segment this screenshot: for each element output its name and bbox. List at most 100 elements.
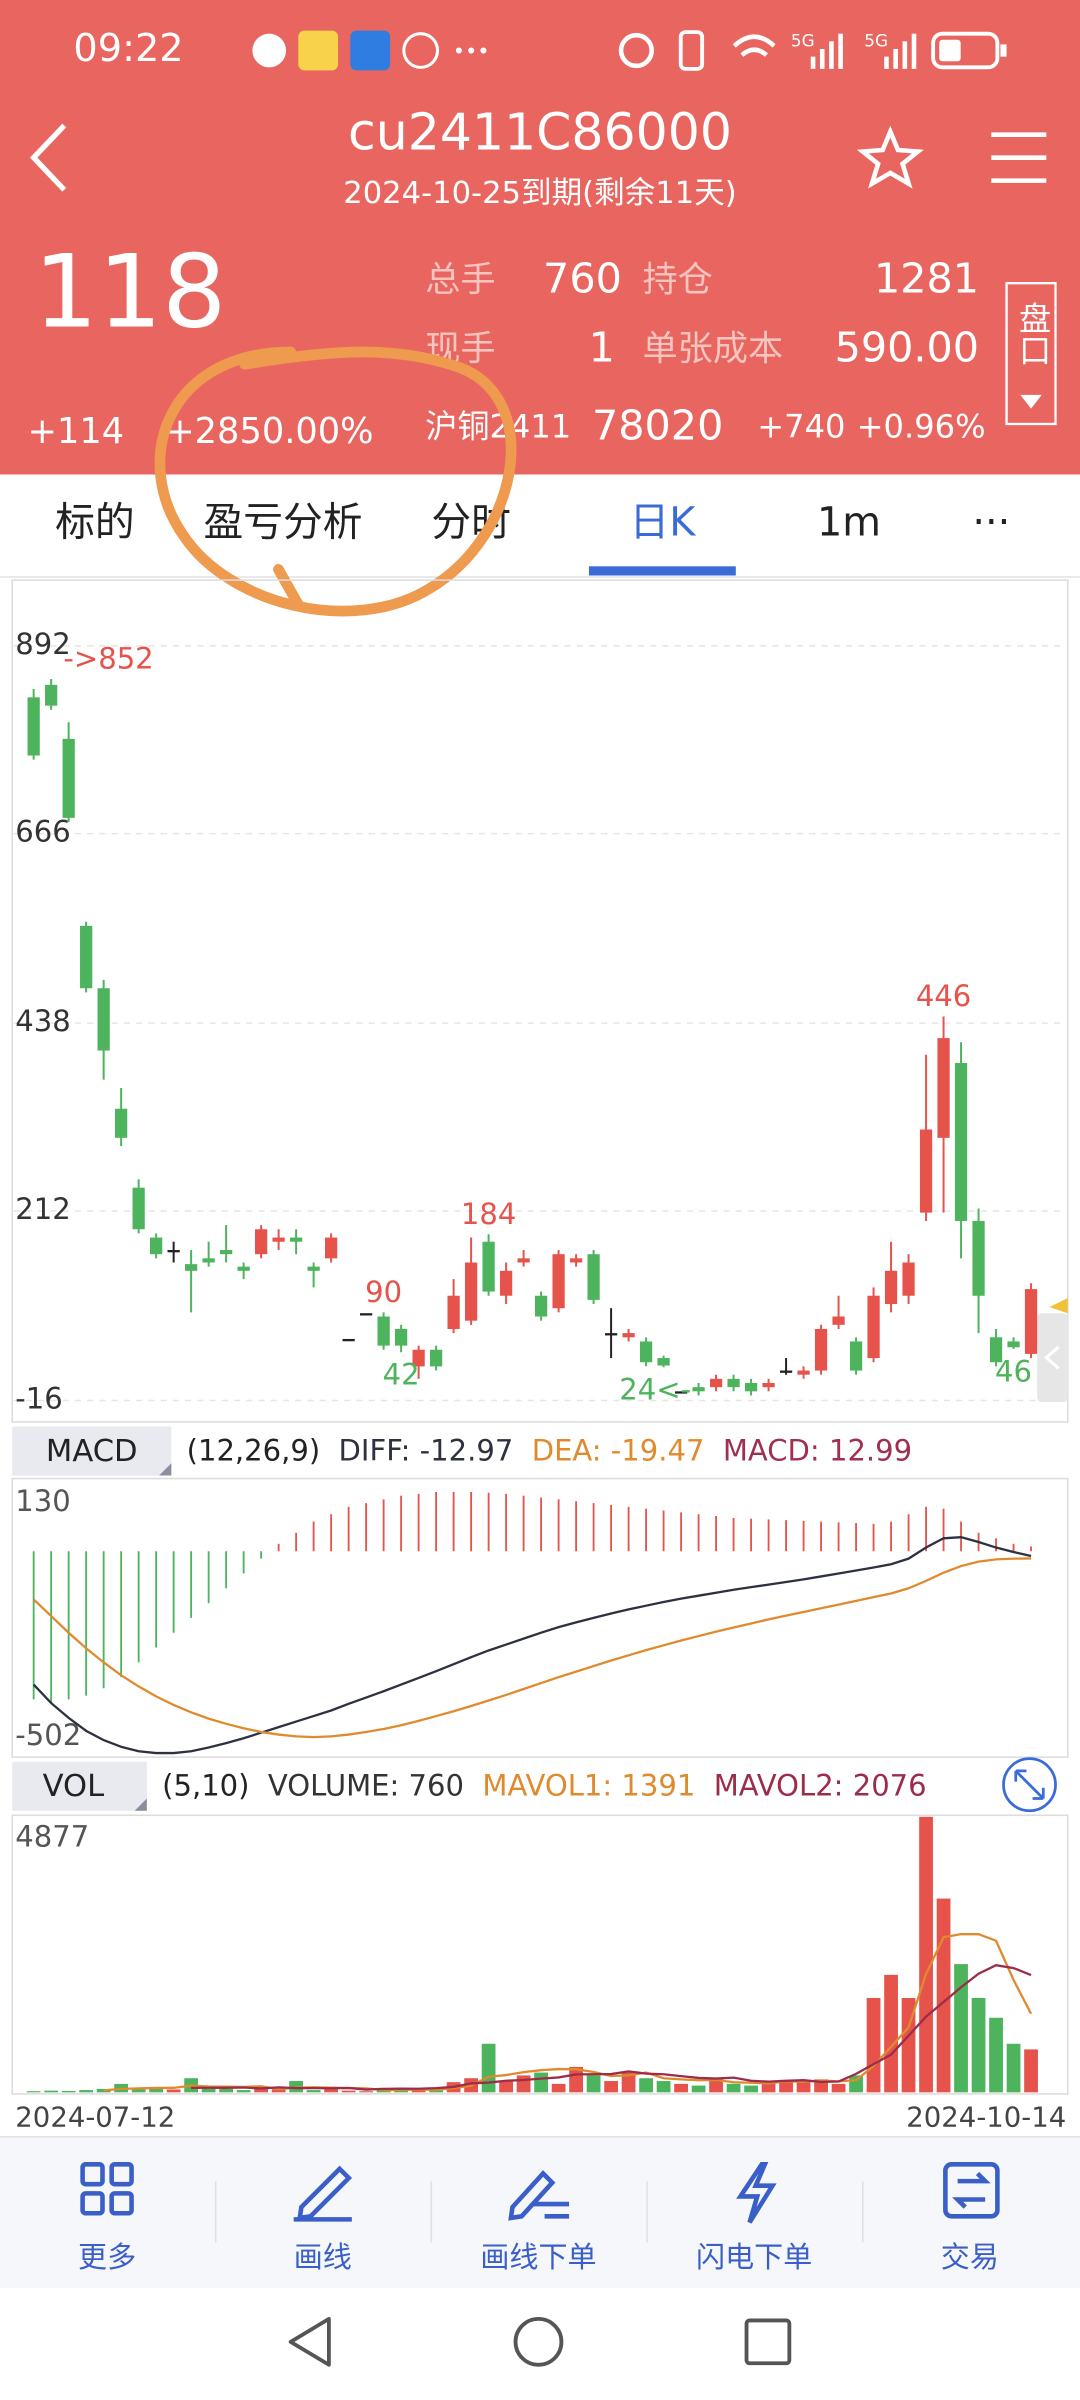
legend-entry: DEA: -19.47 — [532, 1434, 705, 1468]
order-book-button[interactable] — [1005, 282, 1057, 426]
candle-body — [377, 1316, 390, 1346]
field-label: 总手 — [425, 260, 495, 301]
toolbar-item[interactable]: 闪电下单 — [696, 2240, 812, 2274]
candle-body — [692, 1387, 705, 1392]
candle-body — [639, 1341, 653, 1363]
volume-bar — [254, 2088, 269, 2093]
tab[interactable]: 盈亏分析 — [203, 499, 362, 545]
legend-entry: (12,26,9) — [187, 1434, 321, 1468]
volume-bar — [796, 2082, 811, 2093]
candle-body — [709, 1378, 723, 1388]
candle-body — [814, 1328, 828, 1371]
candle-body — [1024, 1289, 1038, 1354]
candle-body — [919, 1129, 933, 1213]
tab[interactable]: ··· — [972, 499, 1010, 545]
toolbar-item[interactable]: 画线下单 — [480, 2240, 596, 2274]
volume-bar — [691, 2085, 706, 2093]
candle-body — [185, 1264, 198, 1271]
volume-bar — [1006, 2043, 1021, 2093]
toolbar-item[interactable]: 画线 — [294, 2240, 352, 2274]
dropdown-caret — [1020, 394, 1042, 409]
candle-body — [674, 1391, 688, 1394]
back-button[interactable] — [29, 123, 67, 192]
candle-body — [779, 1370, 793, 1373]
indicator-button[interactable] — [12, 1761, 147, 1811]
status-time: 09:22 — [73, 26, 183, 71]
price-annotation: 446 — [916, 979, 971, 1013]
nav-home[interactable] — [513, 2316, 564, 2367]
candle-body — [1007, 1341, 1020, 1348]
legend-entry: MACD: 12.99 — [723, 1434, 912, 1468]
volume-bar — [901, 1998, 916, 2093]
volume-bar — [429, 2090, 443, 2093]
volume-bar — [341, 2090, 356, 2093]
y-tick-label: 130 — [15, 1484, 70, 1518]
legend-entry: DIFF: -12.97 — [339, 1434, 514, 1468]
candle-body — [429, 1349, 443, 1367]
toolbar-item[interactable]: 交易 — [941, 2240, 999, 2274]
field-value: 760 — [543, 255, 622, 303]
tab[interactable]: 1m — [817, 499, 881, 545]
volume-panel — [11, 1814, 1069, 2095]
scroll-handle[interactable] — [1037, 1313, 1068, 1403]
candle-body — [394, 1328, 408, 1346]
price-annotation: 46 — [995, 1354, 1032, 1388]
last-price: 118 — [34, 232, 227, 350]
expand-button[interactable] — [1002, 1757, 1057, 1813]
candle-body — [517, 1258, 530, 1263]
mavol-line — [191, 1964, 1032, 2091]
x-tick-label: 2024-07-12 — [15, 2101, 175, 2133]
indicator-button[interactable] — [12, 1426, 172, 1476]
candle-body — [569, 1258, 583, 1263]
hand-drawn-circle — [154, 346, 517, 617]
tab[interactable]: 日K — [629, 499, 696, 545]
candle-body — [307, 1266, 320, 1271]
expand-icon — [1014, 1769, 1045, 1800]
macd-panel — [11, 1477, 1069, 1758]
favorite-button[interactable] — [856, 125, 924, 189]
candle-body — [202, 1258, 215, 1263]
volume-bar — [709, 2078, 723, 2093]
candle-body — [902, 1262, 915, 1296]
field-value: 590.00 — [835, 324, 979, 372]
tab[interactable]: 标的 — [55, 499, 135, 545]
volume-bar — [96, 2088, 111, 2093]
volume-bar — [79, 2090, 94, 2093]
candle-body — [797, 1370, 810, 1375]
menu-button[interactable] — [991, 132, 1047, 183]
candle-body — [97, 988, 110, 1051]
volume-bar — [166, 2089, 181, 2093]
order-book-label: 盘口 — [1014, 302, 1052, 366]
y-tick-label: -502 — [15, 1718, 81, 1752]
candle-body — [972, 1220, 985, 1296]
toolbar-icons — [80, 2161, 1000, 2224]
volume-bar — [219, 2088, 234, 2093]
candle-body — [62, 738, 75, 818]
y-tick-label: 892 — [15, 627, 70, 661]
toolbar-item[interactable]: 更多 — [78, 2240, 136, 2274]
nav-bar — [0, 2288, 1080, 2400]
contract-title: cu2411C86000 — [348, 103, 732, 162]
volume-bar — [989, 2017, 1003, 2093]
nav-recent[interactable] — [744, 2318, 792, 2366]
candle-body — [45, 684, 58, 706]
candle-body — [587, 1254, 600, 1300]
candle-body — [132, 1187, 145, 1230]
candle-body — [762, 1383, 775, 1388]
volume-bar — [534, 2072, 548, 2093]
candle-body — [237, 1266, 250, 1271]
volume-bar — [761, 2081, 776, 2093]
y-tick-label: 212 — [15, 1192, 70, 1226]
volume-bar — [551, 2083, 566, 2093]
volume-bar — [971, 1998, 986, 2093]
candle-body — [657, 1358, 670, 1366]
volume-bar — [516, 2075, 531, 2093]
volume-bar — [359, 2091, 374, 2093]
field-value: 1281 — [874, 255, 979, 303]
field-label: 单张成本 — [642, 329, 783, 370]
tabs: 标的 盈亏分析 分时 日K 1m ··· — [55, 499, 1010, 545]
underlying-name: 沪铜2411 — [425, 408, 571, 446]
nav-back[interactable] — [288, 2316, 331, 2367]
y-tick-label: 666 — [15, 815, 70, 849]
candle-body — [499, 1270, 513, 1296]
